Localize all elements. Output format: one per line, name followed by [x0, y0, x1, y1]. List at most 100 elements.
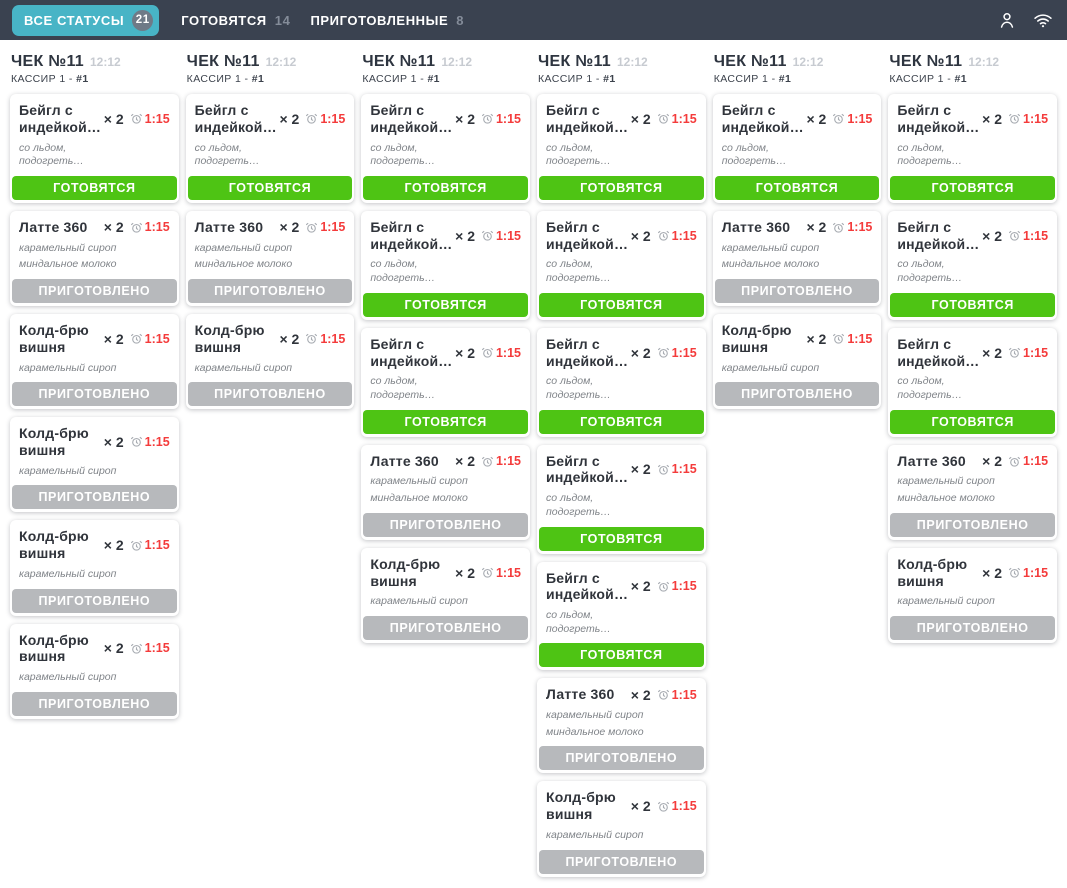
timer-icon [657, 800, 670, 813]
status-button-ready[interactable]: ПРИГОТОВЛЕНО [890, 512, 1056, 537]
status-button-ready[interactable]: ПРИГОТОВЛЕНО [363, 512, 529, 537]
user-icon[interactable] [997, 10, 1017, 30]
status-tabs: ВСЕ СТАТУСЫ 21 ГОТОВЯТСЯ 14 ПРИГОТОВЛЕНН… [12, 4, 464, 36]
timer-value: 1:15 [144, 538, 170, 553]
order-item-card: Латте 360 × 2 1:15 карамельный си [537, 678, 706, 774]
item-modifier: со льдом, подогреть… [546, 375, 611, 401]
status-button-preparing[interactable]: ГОТОВЯТСЯ [187, 175, 353, 200]
status-button-preparing[interactable]: ГОТОВЯТСЯ [890, 292, 1056, 317]
timer-icon [657, 346, 670, 359]
item-modifiers: со льдом, подогреть… [537, 252, 706, 292]
order-item-card: Бейгл с индейкой… × 2 1:15 со льд [888, 210, 1058, 320]
item-modifiers: со льдом, подогреть… [537, 136, 706, 176]
item-modifiers: со льдом, подогреть… [186, 136, 355, 176]
receipt-column: ЧЕК №11 12:12 КАССИР 1 - #1 Бейгл с инде… [185, 51, 355, 410]
status-button-preparing[interactable]: ГОТОВЯТСЯ [539, 175, 704, 200]
item-timer: 1:15 [1008, 229, 1048, 243]
timer-icon [657, 688, 670, 701]
timer-value: 1:15 [671, 687, 697, 702]
item-timer: 1:15 [657, 579, 697, 593]
status-button-preparing[interactable]: ГОТОВЯТСЯ [12, 175, 177, 200]
timer-value: 1:15 [847, 220, 873, 235]
status-button-ready[interactable]: ПРИГОТОВЛЕНО [187, 278, 353, 303]
tab-preparing[interactable]: ГОТОВЯТСЯ 14 [181, 13, 290, 28]
receipt-time: 12:12 [441, 55, 473, 69]
tab-label: ВСЕ СТАТУСЫ [24, 12, 125, 28]
timer-value: 1:15 [671, 345, 697, 360]
tab-all-statuses[interactable]: ВСЕ СТАТУСЫ 21 [12, 4, 160, 36]
status-button-ready[interactable]: ПРИГОТОВЛЕНО [539, 849, 704, 874]
status-button-ready[interactable]: ПРИГОТОВЛЕНО [187, 382, 353, 407]
item-quantity: × 2 [455, 564, 475, 581]
status-button-preparing[interactable]: ГОТОВЯТСЯ [363, 409, 529, 434]
order-item-card: Бейгл с индейкой… × 2 1:15 со льд [537, 561, 706, 671]
receipt-cashier: КАССИР 1 - #1 [713, 73, 792, 85]
timer-value: 1:15 [1023, 454, 1049, 469]
item-timer: 1:15 [481, 346, 521, 360]
status-button-preparing[interactable]: ГОТОВЯТСЯ [539, 292, 704, 317]
receipt-title: ЧЕК №11 [362, 53, 436, 70]
receipt-column: ЧЕК №11 12:12 КАССИР 1 - #1 Бейгл с инде… [361, 51, 531, 643]
status-button-ready[interactable]: ПРИГОТОВЛЕНО [12, 485, 177, 510]
status-button-preparing[interactable]: ГОТОВЯТСЯ [363, 292, 529, 317]
item-timer: 1:15 [1008, 566, 1048, 580]
order-item-card: Латте 360 × 2 1:15 карамельный си [185, 210, 355, 306]
timer-value: 1:15 [671, 579, 697, 594]
item-modifiers: со льдом, подогреть… [888, 252, 1057, 292]
timer-icon [130, 435, 143, 448]
status-button-ready[interactable]: ПРИГОТОВЛЕНО [12, 278, 177, 303]
receipt-header: ЧЕК №11 12:12 КАССИР 1 - #1 [713, 51, 882, 85]
item-modifiers: карамельный сироп миндальное молоко [10, 236, 179, 279]
order-item-card: Колд-брю вишня × 2 1:15 карамельн [712, 313, 882, 410]
item-timer: 1:15 [832, 220, 872, 234]
item-quantity: × 2 [103, 537, 124, 554]
item-name: Латте 360 [721, 218, 791, 235]
status-button-ready[interactable]: ПРИГОТОВЛЕНО [539, 746, 704, 771]
status-button-preparing[interactable]: ГОТОВЯТСЯ [539, 643, 704, 668]
tab-ready[interactable]: ПРИГОТОВЛЕННЫЕ 8 [310, 13, 464, 28]
timer-icon [832, 332, 845, 345]
receipt-title: ЧЕК №11 [713, 53, 787, 70]
item-modifier: миндальное молоко [194, 258, 293, 271]
status-button-ready[interactable]: ПРИГОТОВЛЕНО [714, 382, 880, 407]
status-button-preparing[interactable]: ГОТОВЯТСЯ [539, 526, 704, 551]
timer-icon [657, 229, 670, 242]
status-button-preparing[interactable]: ГОТОВЯТСЯ [890, 409, 1056, 434]
item-modifiers: карамельный сироп миндальное молоко [186, 236, 355, 279]
item-modifier: карамельный сироп [721, 241, 820, 254]
item-quantity: × 2 [982, 110, 1002, 127]
receipt-items: Бейгл с индейкой… × 2 1:15 со льд [361, 94, 531, 643]
item-timer: 1:15 [130, 332, 170, 346]
status-button-ready[interactable]: ПРИГОТОВЛЕНО [363, 615, 529, 640]
item-quantity: × 2 [103, 433, 124, 450]
status-button-preparing[interactable]: ГОТОВЯТСЯ [714, 175, 880, 200]
item-modifiers: со льдом, подогреть… [713, 136, 882, 176]
item-modifiers: карамельный сироп миндальное молоко [361, 469, 530, 512]
status-button-ready[interactable]: ПРИГОТОВЛЕНО [890, 615, 1056, 640]
status-button-ready[interactable]: ПРИГОТОВЛЕНО [12, 691, 177, 716]
timer-value: 1:15 [671, 111, 697, 126]
status-button-ready[interactable]: ПРИГОТОВЛЕНО [714, 278, 880, 303]
timer-value: 1:15 [320, 220, 346, 235]
status-button-preparing[interactable]: ГОТОВЯТСЯ [539, 409, 704, 434]
item-name: Бейгл с индейкой… [546, 569, 629, 603]
status-button-ready[interactable]: ПРИГОТОВЛЕНО [12, 382, 177, 407]
status-button-ready[interactable]: ПРИГОТОВЛЕНО [12, 588, 177, 613]
item-name: Бейгл с индейкой… [897, 335, 980, 369]
tab-label: ГОТОВЯТСЯ [181, 12, 267, 28]
order-item-card: Колд-брю вишня × 2 1:15 карамельн [10, 417, 179, 513]
item-modifiers: карамельный сироп миндальное молоко [888, 469, 1057, 512]
receipt-time: 12:12 [265, 55, 297, 69]
item-name: Бейгл с индейкой… [897, 102, 980, 135]
item-modifier: карамельный сироп [19, 361, 117, 374]
receipt-title: ЧЕК №11 [11, 53, 84, 70]
item-quantity: × 2 [982, 344, 1002, 361]
item-modifiers: со льдом, подогреть… [888, 369, 1057, 409]
timer-icon [130, 539, 143, 552]
status-button-preparing[interactable]: ГОТОВЯТСЯ [363, 175, 529, 200]
status-button-preparing[interactable]: ГОТОВЯТСЯ [890, 175, 1056, 200]
item-name: Бейгл с индейкой… [546, 102, 629, 135]
item-modifier: со льдом, подогреть… [370, 141, 436, 168]
order-item-card: Колд-брю вишня × 2 1:15 карамельн [361, 547, 531, 643]
timer-icon [481, 229, 494, 242]
